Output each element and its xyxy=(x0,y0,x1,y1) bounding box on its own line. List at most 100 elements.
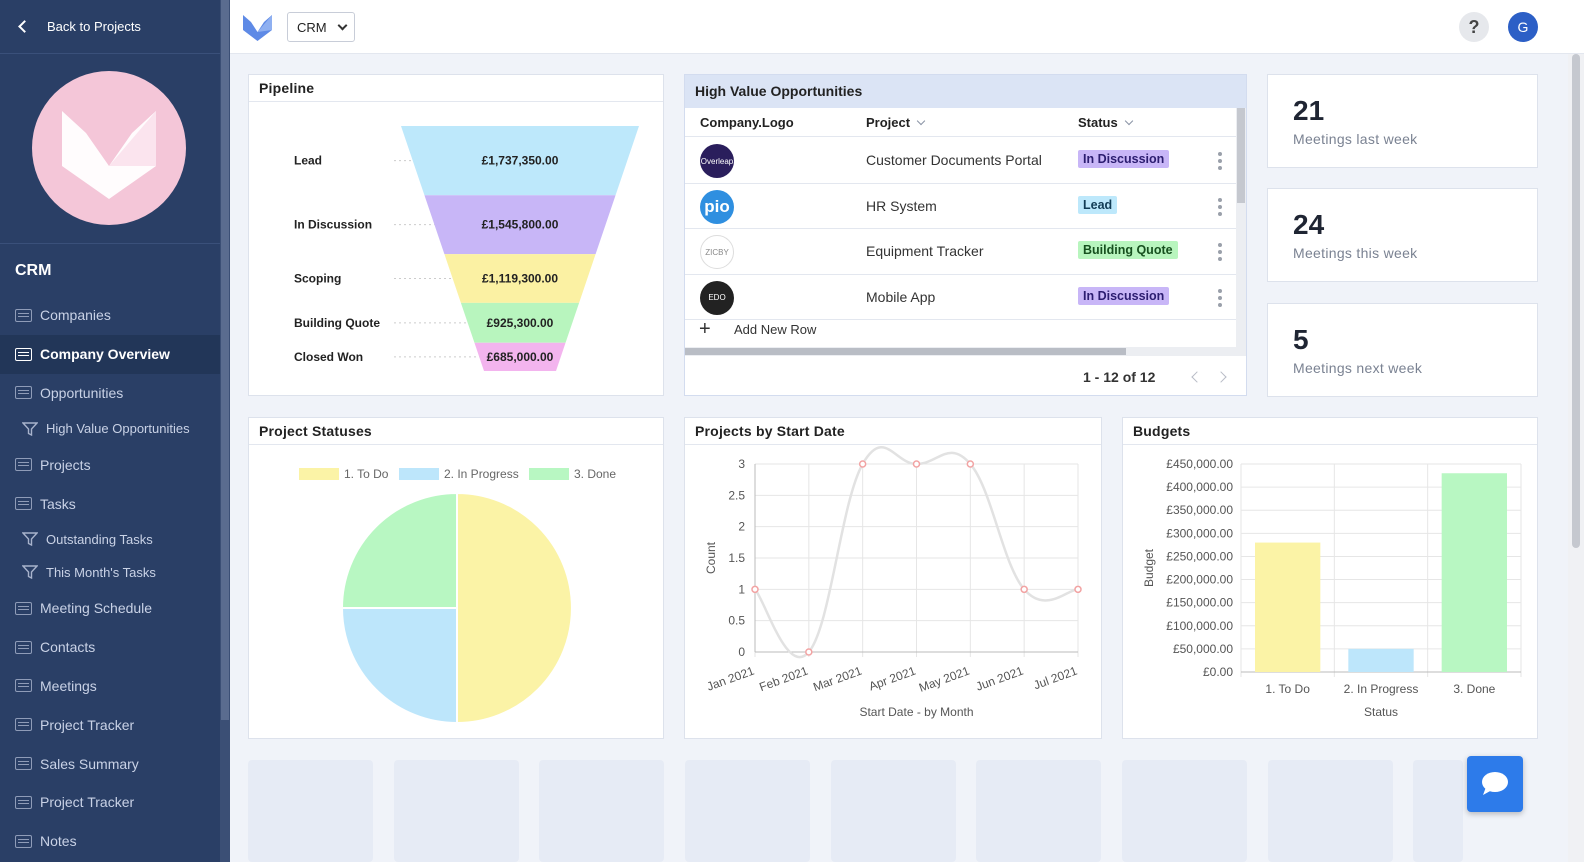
x-tick-label: May 2021 xyxy=(917,664,972,695)
row-menu-icon[interactable] xyxy=(1218,243,1222,261)
sidebar-item-sales-summary[interactable]: Sales Summary xyxy=(0,744,220,783)
app-selector[interactable]: CRM xyxy=(287,12,355,42)
funnel-stage[interactable]: £1,737,350.00 Lead xyxy=(294,126,639,196)
back-to-projects-link[interactable]: Back to Projects xyxy=(0,0,220,54)
stat-label: Meetings last week xyxy=(1293,131,1418,147)
chat-button[interactable] xyxy=(1467,756,1523,812)
pie-slice[interactable] xyxy=(340,491,458,609)
help-button[interactable]: ? xyxy=(1459,12,1489,42)
sidebar-item-project-tracker[interactable]: Project Tracker xyxy=(0,705,220,744)
y-tick-label: £100,000.00 xyxy=(1166,619,1233,633)
legend-swatch xyxy=(299,468,339,480)
bar[interactable] xyxy=(1255,542,1321,672)
sidebar-item-contacts[interactable]: Contacts xyxy=(0,628,220,667)
chat-bubble-icon xyxy=(1482,772,1508,795)
table-row[interactable]: Overleap Customer Documents Portal In Disc… xyxy=(685,138,1237,184)
company-logo: pio xyxy=(700,189,734,224)
legend-item[interactable]: 2. In Progress xyxy=(399,467,519,481)
legend-label: 1. To Do xyxy=(344,467,389,481)
project-name: Customer Documents Portal xyxy=(866,152,1042,168)
funnel-stage[interactable]: £685,000.00 Closed Won xyxy=(294,342,566,371)
y-tick-label: £50,000.00 xyxy=(1173,642,1233,656)
table-icon xyxy=(15,386,32,400)
table-icon xyxy=(15,308,32,322)
data-point[interactable] xyxy=(751,585,759,594)
y-tick-label: £450,000.00 xyxy=(1166,457,1233,471)
funnel-value-label: £1,119,300.00 xyxy=(482,271,558,285)
back-label: Back to Projects xyxy=(47,19,141,34)
row-menu-icon[interactable] xyxy=(1218,152,1222,170)
x-tick-label: 1. To Do xyxy=(1265,682,1310,696)
table-row[interactable]: pio HR System Lead xyxy=(685,184,1237,229)
next-page-icon[interactable] xyxy=(1215,371,1227,383)
pie-slice[interactable] xyxy=(456,491,573,725)
status-badge: In Discussion xyxy=(1078,150,1170,168)
table-row[interactable]: EDO Mobile App In Discussion xyxy=(685,275,1237,320)
sidebar-item-project-tracker[interactable]: Project Tracker xyxy=(0,783,220,822)
x-axis-label: Status xyxy=(1364,705,1398,719)
user-avatar[interactable]: G xyxy=(1508,12,1538,42)
row-menu-icon[interactable] xyxy=(1218,288,1222,307)
add-new-row-button[interactable]: + Add New Row xyxy=(685,313,1237,347)
opportunities-title: High Value Opportunities xyxy=(685,75,1246,108)
pie-slice[interactable] xyxy=(340,607,458,725)
sidebar-item-company-overview[interactable]: Company Overview xyxy=(0,334,220,374)
brand-logo-icon[interactable] xyxy=(242,12,273,42)
sidebar-item-outstanding-tasks[interactable]: Outstanding Tasks xyxy=(0,523,220,556)
stat-value: 5 xyxy=(1293,324,1309,355)
sidebar-item-label: Company Overview xyxy=(40,346,170,363)
row-menu-icon[interactable] xyxy=(1218,197,1222,216)
column-status[interactable]: Status xyxy=(1078,115,1133,130)
x-tick-label: Apr 2021 xyxy=(867,664,918,694)
sidebar-item-projects[interactable]: Projects xyxy=(0,445,220,484)
data-point[interactable] xyxy=(912,460,921,468)
logo-chevron-icon xyxy=(62,111,156,199)
sidebar-item-high-value-opportunities[interactable]: High Value Opportunities xyxy=(0,412,220,445)
plus-icon: + xyxy=(699,318,711,340)
sidebar-item-meetings[interactable]: Meetings xyxy=(0,667,220,706)
bar[interactable] xyxy=(1441,473,1507,672)
sidebar-item-label: Sales Summary xyxy=(40,755,139,772)
sidebar-item-tasks[interactable]: Tasks xyxy=(0,484,220,523)
x-tick-label: 2. In Progress xyxy=(1344,682,1419,696)
column-company-logo[interactable]: Company.Logo xyxy=(700,115,794,130)
funnel-stage[interactable]: £925,300.00 Building Quote xyxy=(294,302,580,343)
data-point[interactable] xyxy=(1020,585,1028,594)
sidebar-scrollbar[interactable] xyxy=(220,0,230,862)
bar[interactable] xyxy=(1348,648,1414,672)
dashboard-icon xyxy=(15,347,32,361)
company-logo: Overleap xyxy=(700,144,734,178)
stat-card-meetings-last-week: 21 Meetings last week xyxy=(1267,74,1538,168)
status-badge: In Discussion xyxy=(1078,286,1170,305)
data-point[interactable] xyxy=(858,460,867,468)
column-project[interactable]: Project xyxy=(866,115,926,130)
table-vertical-scrollbar[interactable] xyxy=(1236,108,1246,356)
prev-page-icon[interactable] xyxy=(1191,371,1203,383)
loading-placeholder xyxy=(539,760,664,862)
data-point[interactable] xyxy=(966,460,975,468)
page-scrollbar[interactable] xyxy=(1568,54,1584,862)
sidebar-item-notes[interactable]: Notes xyxy=(0,822,220,861)
legend-item[interactable]: 1. To Do xyxy=(299,467,389,481)
funnel-stage[interactable]: £1,545,800.00 In Discussion xyxy=(294,195,616,255)
funnel-stage[interactable]: £1,119,300.00 Scoping xyxy=(294,254,596,303)
app-logo-area xyxy=(0,54,220,244)
legend-item[interactable]: 3. Done xyxy=(529,467,616,481)
chevron-left-icon xyxy=(18,20,31,33)
filter-icon xyxy=(22,532,38,547)
data-point[interactable] xyxy=(805,648,813,656)
company-logo: ZICBY xyxy=(700,235,734,269)
table-row[interactable]: ZICBY Equipment Tracker Building Quote xyxy=(685,229,1237,275)
sidebar-item-meeting-schedule[interactable]: Meeting Schedule xyxy=(0,589,220,628)
table-horizontal-scrollbar[interactable] xyxy=(685,347,1237,356)
sidebar-item-opportunities[interactable]: Opportunities xyxy=(0,374,220,413)
sidebar-item-companies[interactable]: Companies xyxy=(0,296,220,335)
filter-icon xyxy=(22,565,38,580)
loading-placeholder xyxy=(1413,760,1463,862)
sidebar-item-this-month-s-tasks[interactable]: This Month's Tasks xyxy=(0,556,220,589)
y-tick-label: £200,000.00 xyxy=(1166,573,1233,587)
funnel-value-label: £1,545,800.00 xyxy=(482,218,559,232)
data-point[interactable] xyxy=(1074,585,1082,594)
stat-value: 24 xyxy=(1293,209,1325,240)
sidebar-item-label: Project Tracker xyxy=(40,716,135,733)
